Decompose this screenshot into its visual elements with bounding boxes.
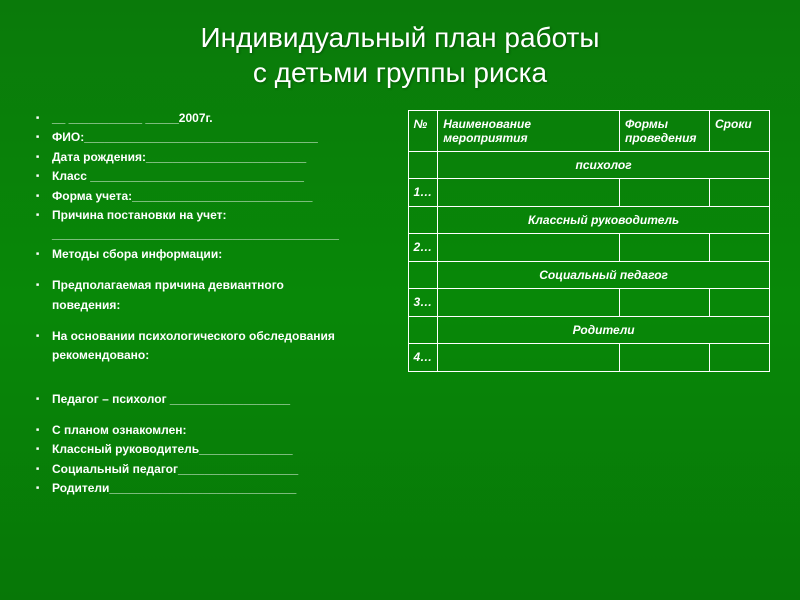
col-form: Формы проведения <box>620 111 710 152</box>
row-num: 4… <box>408 344 438 372</box>
table-row: 2… <box>408 234 770 262</box>
field-class: Класс ________________________________ <box>42 168 393 185</box>
row-num: 1… <box>408 179 438 207</box>
spacer <box>42 379 393 389</box>
content-area: __ ___________ _____2007г. ФИО:_________… <box>30 110 770 500</box>
field-dob: Дата рождения:________________________ <box>42 149 393 166</box>
spacer <box>42 265 393 275</box>
section-label: Родители <box>438 317 770 344</box>
section-label: психолог <box>438 152 770 179</box>
field-deviant-1: Предполагаемая причина девиантного <box>42 277 393 294</box>
table-header-row: № Наименование мероприятия Формы проведе… <box>408 111 770 152</box>
form-panel: __ ___________ _____2007г. ФИО:_________… <box>30 110 393 500</box>
field-exam-1: На основании психологического обследован… <box>42 328 393 345</box>
field-fio: ФИО:___________________________________ <box>42 129 393 146</box>
title-line-1: Индивидуальный план работы <box>200 22 599 53</box>
table-row: 1… <box>408 179 770 207</box>
table-row: 4… <box>408 344 770 372</box>
row-num: 2… <box>408 234 438 262</box>
spacer <box>42 410 393 420</box>
field-reason-line: ________________________________________… <box>42 226 393 243</box>
field-deviant-2: поведения: <box>42 297 393 314</box>
field-parents: Родители____________________________ <box>42 480 393 497</box>
field-psychologist: Педагог – психолог __________________ <box>42 391 393 408</box>
field-reason-label: Причина постановки на учет: <box>42 207 393 224</box>
field-date: __ ___________ _____2007г. <box>42 110 393 127</box>
row-num: 3… <box>408 289 438 317</box>
spacer <box>42 367 393 377</box>
section-label: Классный руководитель <box>438 207 770 234</box>
col-name: Наименование мероприятия <box>438 111 620 152</box>
section-class-teacher: Классный руководитель <box>408 207 770 234</box>
section-parents: Родители <box>408 317 770 344</box>
field-methods: Методы сбора информации: <box>42 246 393 263</box>
title-line-2: с детьми группы риска <box>253 57 547 88</box>
section-psychologist: психолог <box>408 152 770 179</box>
col-deadline: Сроки <box>710 111 770 152</box>
field-acquainted: С планом ознакомлен: <box>42 422 393 439</box>
field-class-teacher: Классный руководитель______________ <box>42 441 393 458</box>
section-label: Социальный педагог <box>438 262 770 289</box>
field-accounting: Форма учета:___________________________ <box>42 188 393 205</box>
field-social-pedagogue: Социальный педагог__________________ <box>42 461 393 478</box>
spacer <box>42 316 393 326</box>
activities-table: № Наименование мероприятия Формы проведе… <box>408 110 771 372</box>
form-list: __ ___________ _____2007г. ФИО:_________… <box>30 110 393 498</box>
section-social-pedagogue: Социальный педагог <box>408 262 770 289</box>
page-title: Индивидуальный план работы с детьми груп… <box>30 20 770 90</box>
col-number: № <box>408 111 438 152</box>
table-row: 3… <box>408 289 770 317</box>
field-exam-2: рекомендовано: <box>42 347 393 364</box>
table-panel: № Наименование мероприятия Формы проведе… <box>408 110 771 500</box>
